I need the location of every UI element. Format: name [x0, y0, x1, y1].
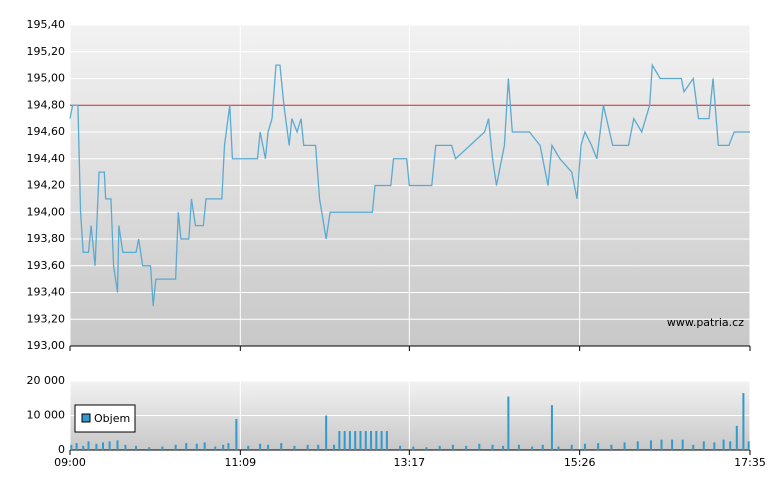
y-tick-label: 193,80 — [27, 232, 66, 245]
volume-bar — [735, 425, 738, 450]
x-tick-label: 15:26 — [564, 456, 596, 469]
volume-bar — [333, 444, 336, 450]
volume-bar — [597, 443, 600, 450]
volume-bar — [425, 447, 428, 450]
volume-bar — [649, 440, 652, 450]
volume-bar — [354, 431, 357, 450]
volume-bar — [681, 439, 684, 450]
volume-bar — [541, 444, 544, 450]
volume-bar — [116, 440, 119, 450]
volume-bar — [108, 441, 111, 450]
x-tick-label: 09:00 — [54, 456, 86, 469]
volume-bar — [135, 445, 138, 450]
volume-bar — [692, 444, 695, 450]
y-tick-label: 0 — [58, 443, 65, 456]
volume-bar — [557, 446, 560, 450]
volume-bar — [385, 431, 388, 450]
volume-bar — [636, 441, 639, 450]
volume-bar — [502, 445, 505, 450]
volume-bar — [338, 431, 341, 450]
volume-bar — [623, 442, 626, 450]
y-tick-label: 20 000 — [27, 374, 66, 387]
volume-bar — [660, 439, 663, 450]
volume-bar — [195, 443, 198, 450]
volume-bar — [491, 444, 494, 450]
y-tick-label: 195,00 — [27, 72, 66, 85]
volume-bar — [380, 431, 383, 450]
volume-bar — [95, 443, 98, 450]
volume-bar — [174, 444, 177, 450]
volume-bar — [124, 444, 127, 450]
volume-bar — [412, 446, 415, 450]
y-tick-label: 193,40 — [27, 286, 66, 299]
volume-bar — [399, 445, 402, 450]
y-tick-label: 193,00 — [27, 339, 66, 352]
volume-bar — [293, 445, 296, 450]
volume-bar — [235, 418, 238, 450]
x-tick-label: 11:09 — [224, 456, 256, 469]
volume-bar — [247, 445, 250, 450]
y-tick-label: 194,20 — [27, 179, 66, 192]
volume-bar — [185, 443, 188, 450]
y-tick-label: 193,60 — [27, 259, 66, 272]
volume-bar — [306, 444, 309, 450]
volume-bar — [148, 447, 151, 450]
y-tick-label: 194,00 — [27, 205, 66, 218]
volume-bar — [348, 431, 351, 450]
volume-bar — [451, 444, 454, 450]
volume-bar — [610, 444, 613, 450]
volume-bar — [570, 444, 573, 450]
volume-bar — [438, 445, 441, 450]
y-tick-label: 10 000 — [27, 409, 66, 422]
y-tick-label: 195,20 — [27, 45, 66, 58]
x-tick-label: 13:17 — [393, 456, 425, 469]
volume-bar — [161, 446, 164, 450]
volume-bar — [82, 445, 85, 450]
volume-bar — [359, 431, 362, 450]
volume-bar — [222, 444, 225, 450]
x-tick-label: 17:35 — [734, 456, 766, 469]
volume-bar — [87, 441, 90, 450]
volume-bar — [713, 442, 716, 450]
volume-bar — [722, 439, 725, 450]
volume-bar — [375, 431, 378, 450]
volume-bar — [507, 396, 510, 450]
volume-bar — [671, 439, 674, 450]
volume-bar — [583, 443, 586, 450]
volume-bar — [702, 441, 705, 450]
y-tick-label: 194,40 — [27, 152, 66, 165]
volume-bar — [317, 444, 320, 450]
volume-bar — [280, 443, 283, 450]
volume-bar — [102, 442, 105, 450]
volume-bar — [465, 445, 468, 450]
legend-label: Objem — [94, 412, 130, 425]
volume-bar — [325, 415, 328, 450]
y-tick-label: 194,80 — [27, 98, 66, 111]
volume-bar — [531, 446, 534, 450]
volume-bar — [517, 444, 520, 450]
volume-bar — [747, 441, 750, 450]
volume-bar — [203, 442, 206, 450]
volume-bar — [478, 443, 481, 450]
legend-swatch — [81, 413, 91, 423]
y-tick-label: 193,20 — [27, 312, 66, 325]
volume-bar — [729, 441, 732, 450]
volume-bar — [370, 431, 373, 450]
volume-bar — [742, 393, 745, 450]
y-tick-label: 194,60 — [27, 125, 66, 138]
volume-bar — [227, 443, 230, 450]
volume-bar — [259, 443, 262, 450]
volume-bar — [267, 444, 270, 450]
volume-bar — [214, 446, 217, 450]
volume-bar — [550, 405, 553, 450]
watermark: www.patria.cz — [667, 316, 744, 329]
volume-bar — [70, 444, 73, 450]
volume-bar — [343, 431, 346, 450]
volume-bar — [364, 431, 367, 450]
volume-bar — [75, 443, 78, 450]
y-tick-label: 195,40 — [27, 18, 66, 31]
price-line — [69, 62, 750, 306]
